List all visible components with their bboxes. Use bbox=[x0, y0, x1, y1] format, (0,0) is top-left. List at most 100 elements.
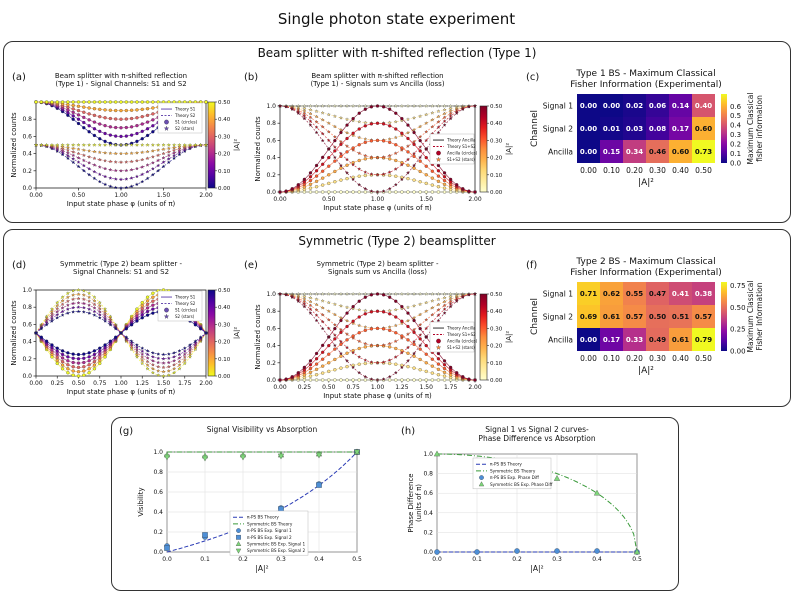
data-point-b-5-0-17 bbox=[381, 105, 386, 109]
data-point-g-3-2 bbox=[239, 454, 247, 461]
data-point-b-0-1-7 bbox=[320, 103, 325, 108]
data-point-e-4-0-14 bbox=[363, 312, 367, 316]
data-point-b-5-1-22 bbox=[412, 163, 416, 168]
y-axis-label-h-2: (units of π) bbox=[415, 484, 423, 522]
data-point-a-3-1-27 bbox=[177, 146, 182, 151]
chart-a: (a) Beam splitter with π-shifted reflecti… bbox=[10, 72, 240, 208]
x-tick-label-g-1: 0.1 bbox=[200, 556, 210, 563]
data-point-a-0-0-9 bbox=[82, 126, 86, 130]
data-point-b-1-1-26 bbox=[436, 109, 441, 113]
heatmap-value-c-2-2: 0.34 bbox=[626, 148, 643, 156]
data-point-e-0-1-5 bbox=[308, 291, 313, 296]
data-point-e-5-0-18 bbox=[388, 295, 392, 299]
data-point-e-4-1-8 bbox=[326, 326, 331, 331]
data-point-b-2-1-18 bbox=[387, 137, 392, 141]
data-point-a-0-0-20 bbox=[140, 137, 144, 141]
data-point-a-0-1-9 bbox=[81, 168, 86, 173]
data-point-e-2-0-7 bbox=[321, 364, 325, 368]
colorbar-tick-label-e-4: 0.40 bbox=[490, 309, 503, 315]
data-point-a-5-1-29 bbox=[188, 142, 192, 147]
data-point-d-3-0-12 bbox=[98, 352, 102, 356]
heatmap-cell-c-2-0 bbox=[577, 140, 600, 163]
data-point-b-3-1-6 bbox=[314, 119, 319, 124]
legend-swatch-d-2 bbox=[164, 307, 169, 313]
data-point-d-3-1-12 bbox=[97, 309, 102, 314]
x-tick-label-e-5: 1.25 bbox=[395, 384, 409, 391]
data-point-a-3-1-9 bbox=[81, 153, 86, 157]
data-point-d-5-0-20 bbox=[140, 316, 144, 320]
data-point-e-4-0-13 bbox=[357, 315, 361, 319]
data-point-b-3-0-7 bbox=[321, 169, 325, 173]
data-point-a-5-0-9 bbox=[82, 100, 86, 104]
data-point-e-1-1-14 bbox=[363, 308, 368, 313]
data-point-e-1-0-10 bbox=[339, 366, 343, 370]
data-point-e-0-0-8 bbox=[327, 378, 331, 382]
data-point-e-5-1-32 bbox=[473, 291, 477, 296]
data-point-a-3-0-13 bbox=[103, 116, 107, 120]
data-point-e-0-0-12 bbox=[351, 378, 355, 382]
data-point-a-4-0-12 bbox=[98, 107, 102, 111]
data-point-b-5-0-10 bbox=[339, 130, 343, 135]
data-point-b-5-1-16 bbox=[375, 189, 380, 194]
data-point-a-4-1-13 bbox=[103, 150, 107, 155]
data-point-b-5-0-4 bbox=[302, 177, 307, 182]
data-point-e-2-0-21 bbox=[406, 351, 410, 355]
data-point-a-4-1-7 bbox=[71, 146, 76, 151]
data-point-e-3-0-19 bbox=[394, 331, 398, 335]
data-point-b-5-0-5 bbox=[308, 171, 313, 175]
data-point-a-1-1-7 bbox=[71, 156, 76, 161]
chart-title-b-line-1: Beam splitter with π-shifted reflection bbox=[311, 72, 443, 80]
data-point-e-5-0-22 bbox=[412, 318, 416, 323]
heatmap-cell-f-2-0 bbox=[577, 328, 600, 351]
heatmap-value-f-2-1: 0.17 bbox=[603, 336, 620, 344]
x-tick-label-g-4: 0.4 bbox=[314, 556, 324, 563]
chart-title-d-line-2: Signal Channels: S1 and S2 bbox=[73, 268, 169, 276]
data-point-d-4-0-6 bbox=[66, 355, 70, 359]
data-point-d-5-1-15 bbox=[113, 326, 118, 331]
data-point-a-5-0-4 bbox=[55, 100, 59, 104]
data-point-a-5-0-11 bbox=[92, 100, 97, 104]
x-tick-label-f-0: 0.00 bbox=[580, 354, 597, 363]
data-point-a-5-0-2 bbox=[44, 100, 49, 104]
data-point-a-4-0-9 bbox=[82, 105, 86, 109]
data-point-e-4-1-6 bbox=[314, 313, 319, 317]
data-point-d-0-1-25 bbox=[166, 373, 171, 377]
x-tick-label-h-4: 0.4 bbox=[592, 556, 602, 563]
data-point-e-3-0-13 bbox=[357, 331, 361, 335]
data-point-e-3-0-7 bbox=[321, 357, 325, 361]
data-point-e-2-0-18 bbox=[388, 345, 392, 349]
data-point-b-4-1-11 bbox=[345, 157, 349, 162]
data-point-b-3-1-24 bbox=[424, 129, 429, 134]
data-point-d-4-1-20 bbox=[140, 349, 145, 353]
legend-entry-e-0: Theory Ancilla bbox=[446, 326, 476, 331]
data-point-e-3-1-9 bbox=[332, 322, 337, 327]
data-point-a-5-0-21 bbox=[145, 100, 150, 104]
data-point-h-1-4 bbox=[593, 489, 601, 496]
x-tick-label-f-3: 0.30 bbox=[649, 354, 666, 363]
data-point-b-4-0-23 bbox=[418, 149, 422, 153]
data-point-e-4-1-20 bbox=[399, 350, 404, 355]
data-point-d-2-1-6 bbox=[65, 299, 70, 303]
data-point-e-1-0-11 bbox=[345, 364, 349, 369]
data-point-b-5-0-20 bbox=[400, 116, 404, 121]
data-point-d-3-1-23 bbox=[156, 360, 161, 365]
data-point-d-3-0-5 bbox=[60, 356, 65, 360]
data-point-e-3-0-18 bbox=[388, 328, 392, 333]
data-point-b-4-1-20 bbox=[399, 162, 404, 167]
data-point-d-0-1-7 bbox=[71, 288, 76, 293]
data-point-e-3-0-27 bbox=[442, 366, 447, 371]
heatmap-cell-f-1-4 bbox=[669, 305, 692, 328]
data-point-d-5-0-3 bbox=[50, 343, 54, 347]
data-point-a-0-0-12 bbox=[98, 137, 102, 141]
data-point-d-5-0-1 bbox=[39, 335, 43, 339]
data-point-b-5-0-6 bbox=[314, 163, 319, 168]
data-point-a-5-1-20 bbox=[140, 142, 145, 147]
legend-entry-d-3: S2 (stars) bbox=[175, 314, 195, 319]
data-point-e-5-0-11 bbox=[345, 311, 349, 315]
data-point-a-5-0-32 bbox=[204, 100, 208, 104]
data-point-b-0-0-23 bbox=[418, 190, 422, 194]
data-point-e-1-0-25 bbox=[430, 371, 434, 375]
data-point-e-5-0-14 bbox=[363, 295, 367, 299]
data-point-d-3-0-21 bbox=[145, 306, 150, 310]
legend-entry-b-0: Theory Ancilla bbox=[446, 138, 476, 143]
